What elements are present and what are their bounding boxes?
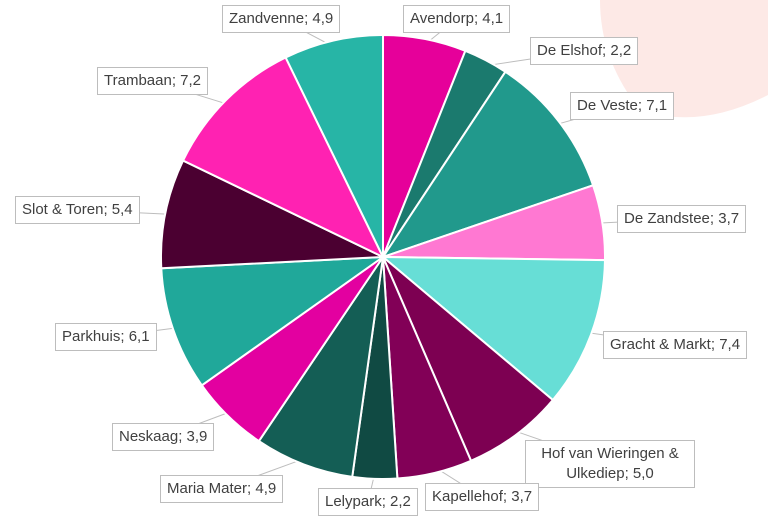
data-label: Trambaan; 7,2 (97, 67, 209, 95)
slice (380, 70, 595, 259)
category: Lelypark (325, 493, 382, 510)
value-label: 2,2 (610, 42, 632, 59)
value-label: 4,9 (255, 480, 277, 497)
slice (380, 255, 606, 402)
separator: ; (624, 465, 633, 482)
slice (257, 256, 384, 478)
value-label: 5,0 (632, 465, 654, 482)
value-label: 4,1 (482, 10, 504, 27)
value-label: 7,4 (719, 336, 741, 353)
category: Trambaan (104, 72, 172, 89)
slice (181, 56, 386, 260)
category: Parkhuis (62, 328, 121, 345)
separator: ; (637, 97, 647, 114)
separator: ; (171, 72, 181, 89)
slice (160, 255, 387, 387)
data-label: Slot & Toren; 5,4 (15, 196, 140, 224)
separator: ; (381, 493, 391, 510)
data-label: Gracht & Markt; 7,4 (603, 331, 748, 359)
data-label: Neskaag; 3,9 (112, 423, 215, 451)
value-label: 3,7 (718, 210, 740, 227)
value-label: 7,1 (646, 97, 668, 114)
data-label: Maria Mater; 4,9 (160, 475, 284, 503)
slice (284, 33, 384, 258)
data-label: Lelypark; 2,2 (318, 488, 418, 516)
category: Zandvenne (229, 10, 305, 27)
data-label: De Elshof; 2,2 (530, 37, 639, 65)
background-shape (600, 0, 768, 118)
category: Maria Mater (167, 480, 248, 497)
slice (160, 159, 384, 270)
value-label: 5,4 (111, 201, 133, 218)
category: Slot & Toren (22, 201, 104, 218)
data-label: De Zandstee; 3,7 (617, 205, 747, 233)
category: Kapellehof (432, 488, 503, 505)
data-label: De Veste; 7,1 (570, 92, 675, 120)
value-label: 4,9 (312, 10, 334, 27)
category: De Veste (577, 97, 638, 114)
slice (382, 256, 555, 463)
data-label: Zandvenne; 4,9 (222, 5, 341, 33)
category: De Zandstee (624, 210, 710, 227)
data-label: Parkhuis; 6,1 (55, 323, 157, 351)
separator: ; (602, 42, 611, 59)
value-label: 7,2 (180, 72, 202, 89)
category: Neskaag (119, 428, 179, 445)
value-label: 6,1 (128, 328, 150, 345)
data-label: Kapellehof; 3,7 (425, 483, 540, 511)
value-label: 3,9 (186, 428, 208, 445)
separator: ; (247, 480, 256, 497)
category: De Elshof (537, 42, 603, 59)
separator: ; (103, 201, 112, 218)
separator: ; (304, 10, 313, 27)
category: Gracht & Markt (610, 336, 711, 353)
separator: ; (709, 210, 719, 227)
separator: ; (502, 488, 512, 505)
separator: ; (120, 328, 129, 345)
separator: ; (178, 428, 187, 445)
separator: ; (710, 336, 720, 353)
slices (160, 33, 606, 480)
category: Avendorp (410, 10, 474, 27)
value-label: 3,7 (511, 488, 533, 505)
value-label: 2,2 (390, 493, 411, 510)
data-label: Hof van Wieringen & Ulkediep; 5,0 (525, 440, 695, 488)
separator: ; (473, 10, 483, 27)
data-label: Avendorp; 4,1 (403, 5, 511, 33)
category: Hof van Wieringen & Ulkediep (541, 445, 679, 482)
